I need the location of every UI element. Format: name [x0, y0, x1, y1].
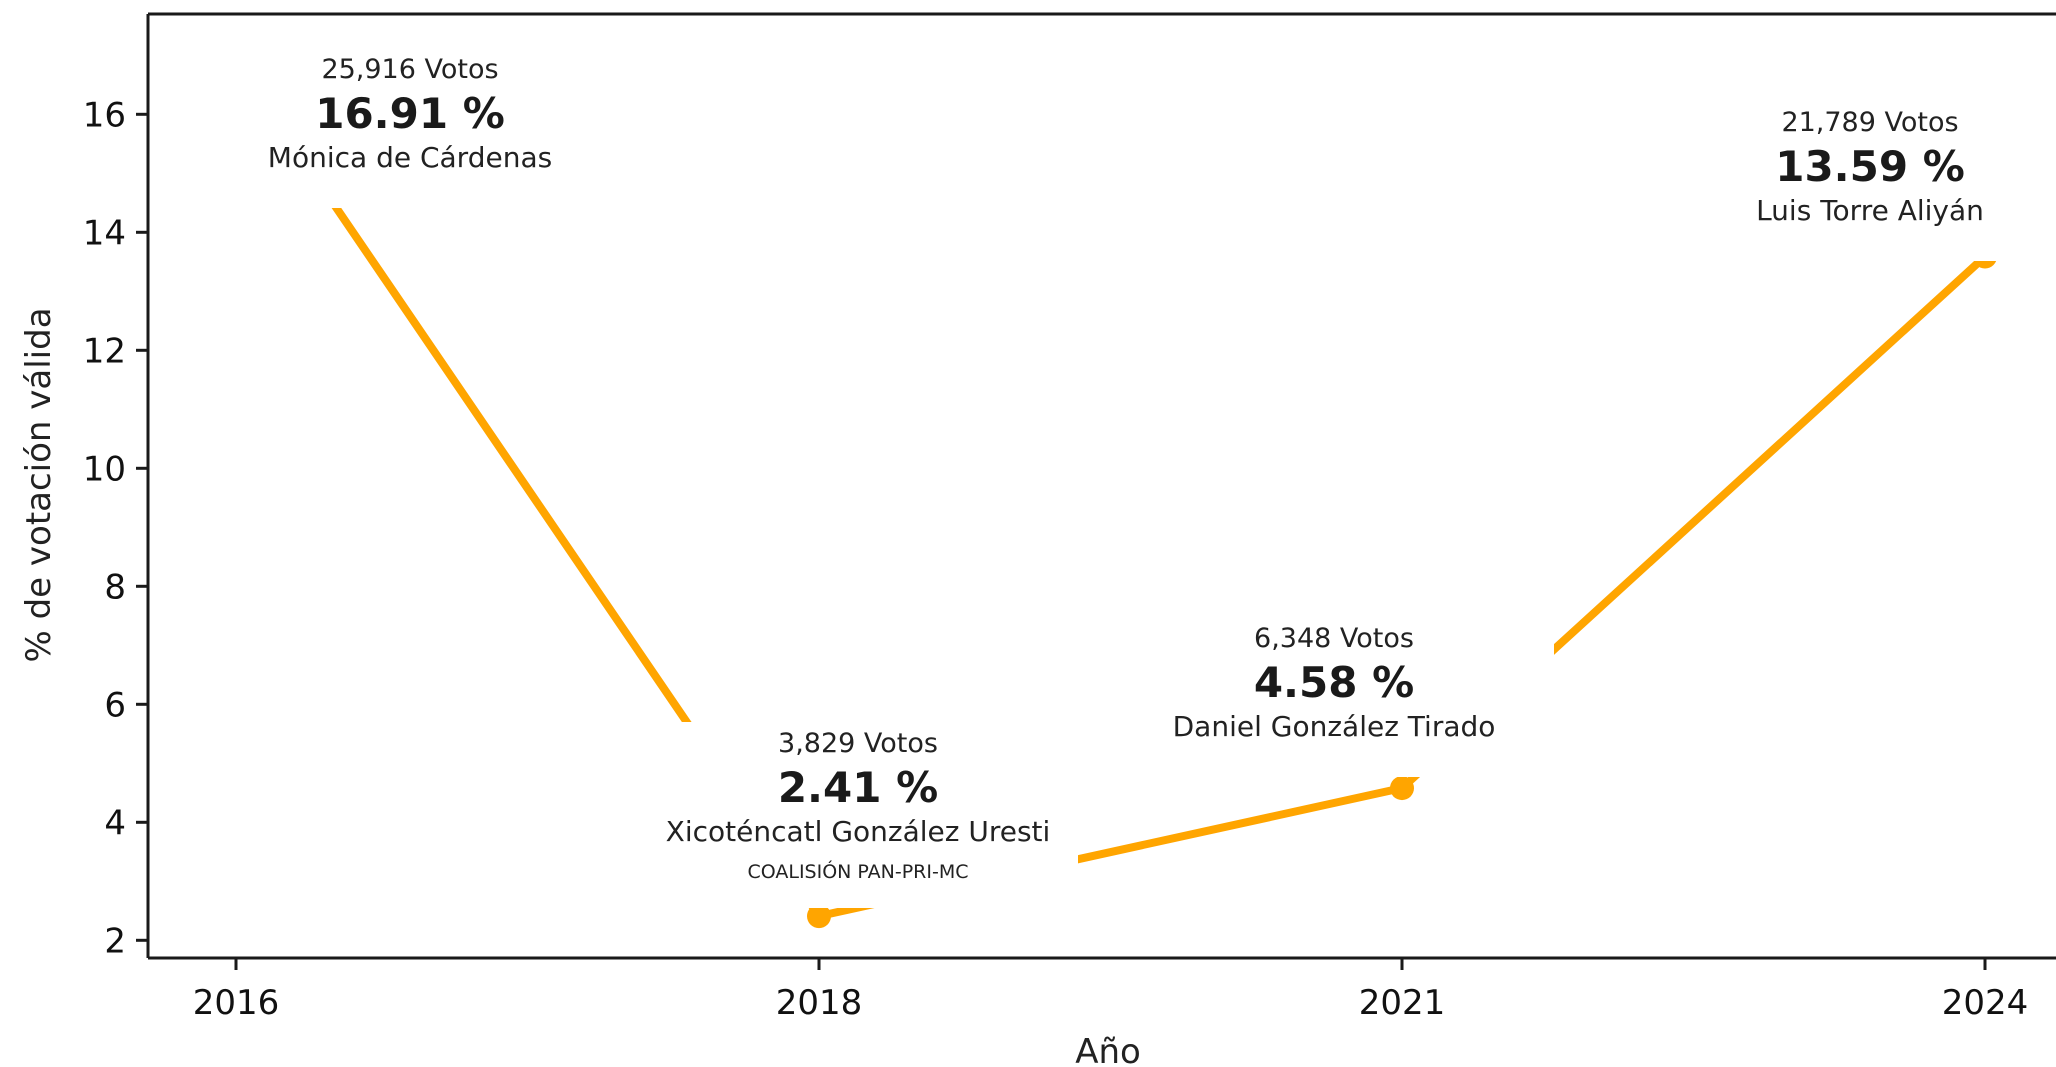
- data-label-group: 21,789 Votos 13.59 %Luis Torre Aliyán: [1650, 101, 2056, 261]
- data-label-candidate: Mónica de Cárdenas: [268, 141, 552, 174]
- y-tick-label: 10: [83, 449, 126, 489]
- data-label-votes: 21,789 Votos: [1781, 107, 1958, 138]
- data-point: [1390, 776, 1414, 801]
- data-label-group: 6,348 Votos 4.58 %Daniel González Tirado: [1114, 617, 1554, 777]
- x-tick-label: 2018: [776, 983, 863, 1023]
- y-tick-label: 8: [104, 567, 126, 607]
- data-label-candidate: Xicoténcatl González Uresti: [666, 815, 1051, 848]
- data-label-coalition: COALISIÓN PAN-PRI-MC: [747, 859, 968, 883]
- y-tick-label: 14: [83, 213, 126, 253]
- data-label-group: 25,916 Votos 16.91 %Mónica de Cárdenas: [190, 48, 630, 208]
- y-tick-label: 2: [104, 921, 126, 961]
- x-axis-label: Año: [1075, 1032, 1141, 1067]
- data-label-percent: 13.59 %: [1775, 142, 1965, 191]
- x-tick-label: 2024: [1942, 983, 2029, 1023]
- y-axis-label: % de votación válida: [19, 307, 59, 662]
- y-tick-label: 6: [104, 685, 126, 725]
- data-label-votes: 6,348 Votos: [1254, 623, 1414, 654]
- data-label-percent: 2.41 %: [778, 763, 938, 812]
- x-tick-label: 2016: [193, 983, 280, 1023]
- data-label-background: [638, 722, 1078, 908]
- data-point: [807, 904, 831, 929]
- data-label-percent: 4.58 %: [1254, 658, 1414, 707]
- axes: 2 4 6 8 10 12 14 16 2016 2018 2021 2024: [83, 12, 2056, 1023]
- data-label-candidate: Luis Torre Aliyán: [1756, 194, 1984, 227]
- y-tick-label: 12: [83, 331, 126, 371]
- y-tick-label: 4: [104, 803, 126, 843]
- data-label-background: [190, 48, 630, 208]
- annotations: 25,916 Votos 16.91 %Mónica de Cárdenas 3,8…: [190, 48, 2056, 908]
- data-label-background: [1114, 617, 1554, 777]
- data-label-background: [1650, 101, 2056, 261]
- series-line: [232, 56, 1989, 921]
- data-label-votes: 3,829 Votos: [778, 728, 938, 759]
- data-label-candidate: Daniel González Tirado: [1173, 710, 1496, 743]
- data-label-group: 3,829 Votos 2.41 %Xicoténcatl González Ur…: [638, 722, 1078, 908]
- data-label-votes: 25,916 Votos: [321, 54, 498, 85]
- x-tick-label: 2021: [1359, 983, 1446, 1023]
- data-label-percent: 16.91 %: [315, 89, 505, 138]
- y-tick-label: 16: [83, 95, 126, 135]
